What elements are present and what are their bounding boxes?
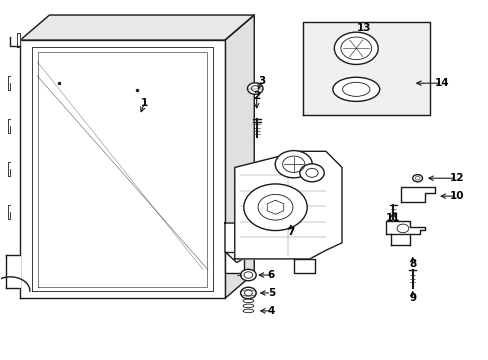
Text: 7: 7 <box>286 227 294 237</box>
Text: 4: 4 <box>267 306 274 316</box>
Polygon shape <box>224 223 249 262</box>
Text: 2: 2 <box>253 91 260 101</box>
Circle shape <box>240 287 256 299</box>
Polygon shape <box>5 255 20 288</box>
Polygon shape <box>20 15 254 40</box>
Circle shape <box>412 175 422 182</box>
Circle shape <box>244 184 306 230</box>
Text: 9: 9 <box>408 293 415 303</box>
Circle shape <box>299 164 324 182</box>
Text: 13: 13 <box>356 23 370 33</box>
Polygon shape <box>385 221 424 234</box>
Circle shape <box>247 83 263 94</box>
Ellipse shape <box>332 77 379 102</box>
Text: 3: 3 <box>257 76 264 86</box>
Text: 1: 1 <box>141 98 148 108</box>
Polygon shape <box>224 15 254 298</box>
Polygon shape <box>17 33 20 47</box>
Polygon shape <box>234 151 341 259</box>
Polygon shape <box>400 187 434 202</box>
Polygon shape <box>293 259 315 273</box>
Polygon shape <box>303 22 429 116</box>
Text: 8: 8 <box>408 259 415 269</box>
Polygon shape <box>20 40 224 298</box>
Polygon shape <box>224 252 244 273</box>
Circle shape <box>275 150 312 178</box>
Text: 5: 5 <box>267 288 274 298</box>
Text: 11: 11 <box>385 213 400 222</box>
Circle shape <box>240 269 256 281</box>
Text: 14: 14 <box>434 78 448 88</box>
Text: 6: 6 <box>267 270 274 280</box>
Text: 10: 10 <box>448 191 463 201</box>
Text: 12: 12 <box>448 173 463 183</box>
Circle shape <box>334 32 377 64</box>
